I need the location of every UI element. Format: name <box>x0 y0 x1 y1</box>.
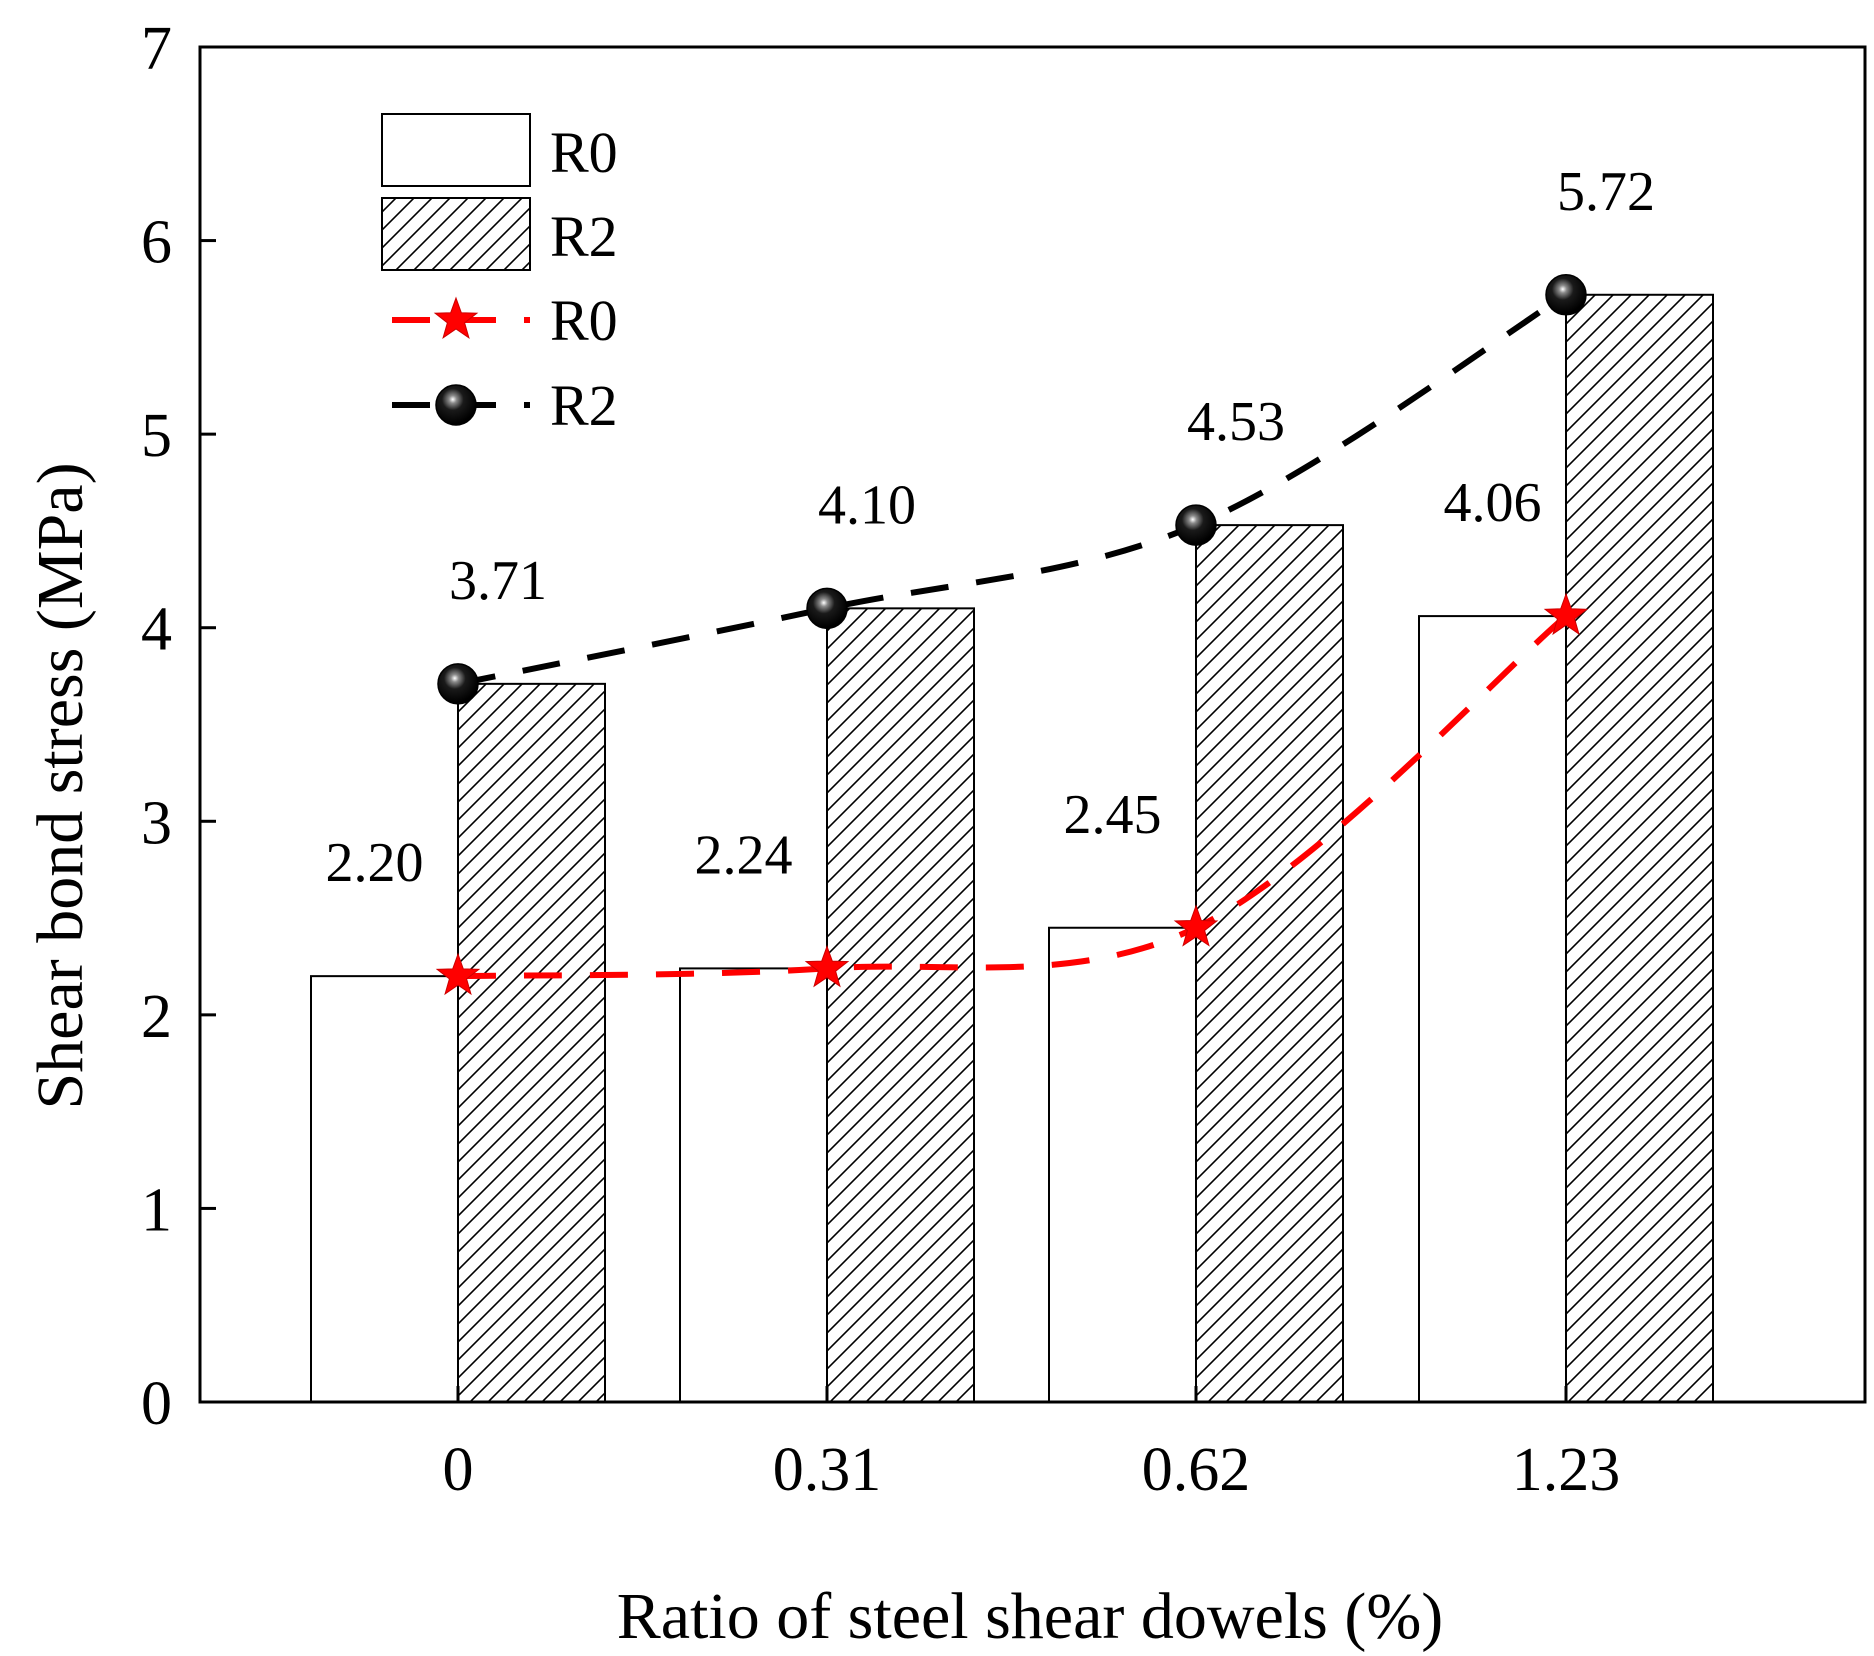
x-tick-label-3: 1.23 <box>1512 1436 1621 1504</box>
y-tick-label-4: 4 <box>141 596 172 664</box>
legend-marker-sphere <box>435 384 477 426</box>
bar-r2-0 <box>457 682 606 1403</box>
plot-frame <box>198 45 1867 1404</box>
labels-layer: 2.20 2.24 2.45 4.06 3.71 4.10 4.53 5.72 <box>326 161 1656 894</box>
x-axis-title: Ratio of steel shear dowels (%) <box>617 1580 1444 1653</box>
marker-star-3 <box>1543 592 1589 636</box>
bar-r0-3 <box>1418 615 1567 1403</box>
x-tick-label-2: 0.62 <box>1142 1436 1251 1504</box>
y-tick-label-2: 2 <box>141 983 172 1051</box>
legend: R0 R2 R0 R2 <box>381 113 618 438</box>
bar-r2-1 <box>826 607 975 1403</box>
data-label-r2-2: 4.53 <box>1187 391 1285 453</box>
x-tick-label-1: 0.31 <box>773 1436 882 1504</box>
bar-r2-2 <box>1195 524 1344 1403</box>
y-tick-label-7: 7 <box>141 15 172 83</box>
legend-label-r2-bar: R2 <box>550 204 618 269</box>
line-r0-star <box>457 613 1568 980</box>
marker-sphere-1 <box>806 587 848 630</box>
data-label-r2-1: 4.10 <box>818 474 916 536</box>
data-label-r0-0: 2.20 <box>326 832 424 894</box>
legend-label-r0-bar: R0 <box>550 120 618 185</box>
lines-layer <box>435 274 1589 996</box>
data-label-r0-1: 2.24 <box>695 824 793 886</box>
data-label-r0-3: 4.06 <box>1444 472 1542 534</box>
marker-star-2 <box>1173 904 1219 947</box>
x-tick-label-0: 0 <box>443 1436 474 1504</box>
bar-r0-1 <box>679 967 828 1404</box>
data-label-r0-2: 2.45 <box>1064 784 1162 846</box>
bar-r0-2 <box>1048 926 1197 1403</box>
y-tick-label-0: 0 <box>141 1370 172 1438</box>
y-axis-title: Shear bond stress (MPa) <box>24 462 97 1109</box>
legend-swatch-r2-bar <box>381 197 531 271</box>
y-tick-label-1: 1 <box>141 1176 172 1244</box>
legend-label-r2-line: R2 <box>550 373 618 438</box>
y-tick-label-6: 6 <box>141 209 172 277</box>
marker-sphere-2 <box>1175 504 1217 546</box>
marker-star-0 <box>435 952 481 996</box>
bar-r2-3 <box>1565 293 1714 1403</box>
bar-r0-0 <box>310 975 459 1404</box>
legend-label-r0-line: R0 <box>550 288 618 353</box>
y-tick-label-3: 3 <box>141 789 172 857</box>
data-label-r2-3: 5.72 <box>1557 161 1655 223</box>
marker-sphere-0 <box>437 663 479 705</box>
line-r2-sphere <box>457 292 1568 687</box>
data-label-r2-0: 3.71 <box>449 550 547 612</box>
ticks-layer: 0 1 2 3 4 5 6 7 0 0.31 0.62 1.23 <box>141 15 1620 1504</box>
marker-sphere-3 <box>1545 274 1587 316</box>
bars-layer <box>310 293 1714 1404</box>
legend-swatch-r0-bar <box>381 113 531 187</box>
y-tick-label-5: 5 <box>141 402 172 470</box>
marker-star-1 <box>804 944 850 988</box>
legend-marker-star <box>433 296 479 339</box>
